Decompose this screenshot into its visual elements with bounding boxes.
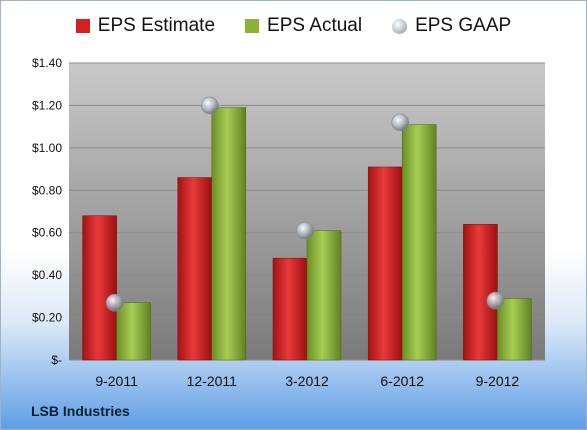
y-tick-label: $0.20 xyxy=(32,311,62,325)
y-tick-label: $- xyxy=(51,353,62,367)
x-tick-label: 6-2012 xyxy=(380,373,424,389)
y-tick-label: $1.00 xyxy=(32,141,62,155)
x-tick-label: 12-2011 xyxy=(187,373,238,389)
gaap-markers xyxy=(105,96,505,312)
bar-eps-estimate xyxy=(82,215,117,361)
legend-swatch-estimate xyxy=(75,19,90,33)
bar-eps-actual xyxy=(116,302,151,361)
bar-eps-actual xyxy=(401,124,437,361)
x-axis-labels: 9-2011 12-2011 3-2012 6-2012 9-2012 xyxy=(95,373,519,389)
bar-eps-actual xyxy=(497,298,532,361)
marker-eps-gaap xyxy=(296,221,314,240)
bar-eps-estimate xyxy=(177,177,213,361)
y-tick-label: $0.40 xyxy=(32,268,62,282)
y-tick-label: $0.60 xyxy=(32,226,62,240)
legend-swatch-gaap xyxy=(392,18,408,34)
x-tick-label: 3-2012 xyxy=(285,373,329,389)
marker-eps-gaap xyxy=(486,291,505,310)
y-tick-label: $1.40 xyxy=(32,56,62,70)
x-tick-label: 9-2012 xyxy=(476,373,520,389)
bar-eps-estimate xyxy=(367,166,403,361)
x-tick-label: 9-2011 xyxy=(95,373,138,389)
bar-eps-estimate xyxy=(272,257,308,361)
legend-label-actual: EPS Actual xyxy=(267,15,363,36)
legend-label-estimate: EPS Estimate xyxy=(97,15,216,36)
legend-swatch-actual xyxy=(245,19,260,33)
y-axis-labels: $- $0.20 $0.40 $0.60 $0.80 $1.00 $1.20 $1.40 xyxy=(32,56,62,367)
marker-eps-gaap xyxy=(105,293,124,312)
marker-eps-gaap xyxy=(201,96,219,115)
legend: EPS Estimate EPS Actual EPS GAAP xyxy=(1,15,586,37)
bar-eps-actual xyxy=(211,107,247,361)
bar-eps-actual xyxy=(306,230,342,361)
y-tick-label: $1.20 xyxy=(32,98,62,112)
bars xyxy=(82,107,532,361)
legend-item-actual: EPS Actual xyxy=(245,15,362,37)
legend-label-gaap: EPS GAAP xyxy=(415,15,512,36)
marker-eps-gaap xyxy=(391,113,410,132)
legend-item-estimate: EPS Estimate xyxy=(75,15,216,37)
legend-item-gaap: EPS GAAP xyxy=(392,15,511,37)
bar-eps-estimate xyxy=(463,223,498,361)
y-tick-label: $0.80 xyxy=(32,183,62,197)
company-name: LSB Industries xyxy=(31,403,130,419)
